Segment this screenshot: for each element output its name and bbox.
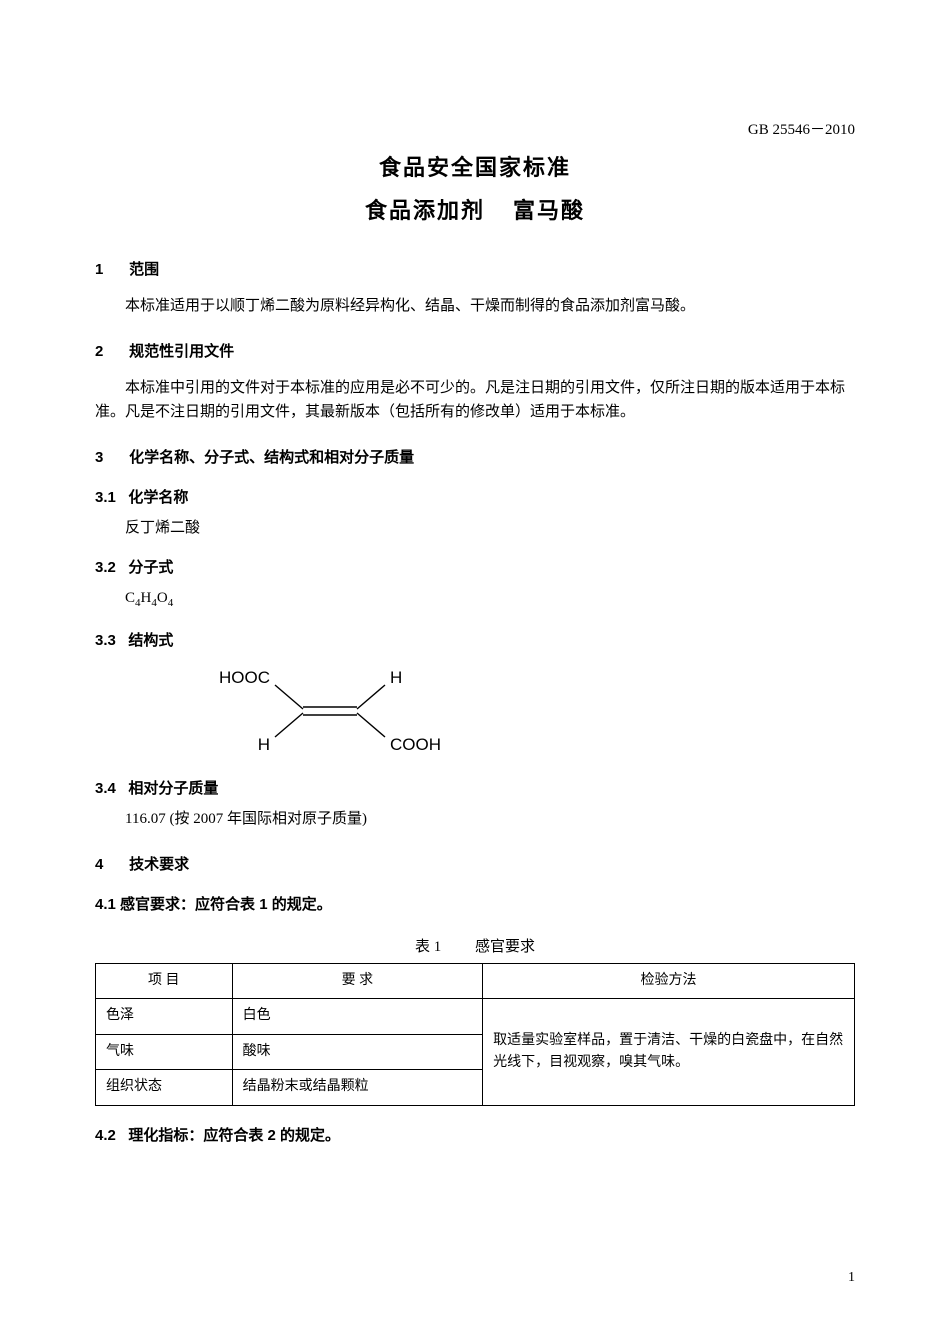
table-1-r1c1: 气味 [96,1034,233,1069]
table-1-r0c1: 色泽 [96,999,233,1034]
section-4-2-num: 4.2 [95,1127,116,1144]
molecular-formula: C4H4O4 [125,586,855,613]
structural-formula: HOOC H H COOH [215,661,445,761]
page-title-1: 食品安全国家标准 [95,150,855,185]
section-3-2-title: 分子式 [128,559,173,576]
section-3-4-title: 相对分子质量 [128,780,218,797]
section-4-num: 4 [95,853,125,877]
section-3-1-value: 反丁烯二酸 [125,516,855,540]
section-4-1-heading: 4.1 感官要求：应符合表 1 的规定。 [95,893,855,917]
section-4-2-heading: 4.2 理化指标：应符合表 2 的规定。 [95,1124,855,1148]
title-part-a: 食品添加剂 [365,198,485,223]
section-3-3-num: 3.3 [95,632,116,649]
section-3-3-title: 结构式 [128,632,173,649]
section-4-title: 技术要求 [129,856,189,873]
table-1-r2c1: 组织状态 [96,1070,233,1105]
title-part-b: 富马酸 [513,198,585,223]
section-2-num: 2 [95,340,125,364]
section-1-title: 范围 [129,261,159,278]
section-3-1-heading: 3.1 化学名称 [95,486,855,510]
table-1-label: 表 1 [415,939,441,955]
table-1-caption: 表 1 感官要求 [95,935,855,959]
svg-text:COOH: COOH [390,735,441,754]
section-4-2-title: 理化指标：应符合表 2 的规定。 [128,1127,340,1144]
table-1-method: 取适量实验室样品，置于清洁、干燥的白瓷盘中，在自然光线下，目视观察，嗅其气味。 [483,999,855,1105]
section-3-4-heading: 3.4 相对分子质量 [95,777,855,801]
table-1-r0c2: 白色 [232,999,482,1034]
svg-text:H: H [390,668,402,687]
section-3-3-heading: 3.3 结构式 [95,629,855,653]
table-1-r2c2: 结晶粉末或结晶颗粒 [232,1070,482,1105]
section-3-title: 化学名称、分子式、结构式和相对分子质量 [129,449,414,466]
section-3-num: 3 [95,446,125,470]
section-4-1-title: 感官要求：应符合表 1 的规定。 [120,896,332,913]
table-1-r1c2: 酸味 [232,1034,482,1069]
table-1-h2: 要 求 [232,963,482,998]
section-3-2-num: 3.2 [95,559,116,576]
section-1-body: 本标准适用于以顺丁烯二酸为原料经异构化、结晶、干燥而制得的食品添加剂富马酸。 [95,294,855,318]
section-2-heading: 2 规范性引用文件 [95,340,855,364]
section-3-4-value: 116.07 (按 2007 年国际相对原子质量) [125,807,855,831]
section-3-1-title: 化学名称 [128,489,188,506]
section-2-title: 规范性引用文件 [129,343,234,360]
table-1-h3: 检验方法 [483,963,855,998]
section-2-body: 本标准中引用的文件对于本标准的应用是必不可少的。凡是注日期的引用文件，仅所注日期… [95,376,855,424]
table-1: 项 目 要 求 检验方法 色泽 白色 取适量实验室样品，置于清洁、干燥的白瓷盘中… [95,963,855,1106]
section-3-2-heading: 3.2 分子式 [95,556,855,580]
table-row: 色泽 白色 取适量实验室样品，置于清洁、干燥的白瓷盘中，在自然光线下，目视观察，… [96,999,855,1034]
section-1-num: 1 [95,258,125,282]
page-title-2: 食品添加剂 富马酸 [95,193,855,228]
section-4-1-num: 4.1 [95,896,116,913]
table-header-row: 项 目 要 求 检验方法 [96,963,855,998]
section-3-1-num: 3.1 [95,489,116,506]
section-3-4-num: 3.4 [95,780,116,797]
doc-code: GB 25546－2010 [748,118,855,142]
page-number: 1 [848,1267,855,1289]
section-3-heading: 3 化学名称、分子式、结构式和相对分子质量 [95,446,855,470]
svg-text:HOOC: HOOC [219,668,270,687]
table-1-h1: 项 目 [96,963,233,998]
svg-text:H: H [258,735,270,754]
table-1-title: 感官要求 [475,939,535,955]
section-4-heading: 4 技术要求 [95,853,855,877]
section-1-heading: 1 范围 [95,258,855,282]
